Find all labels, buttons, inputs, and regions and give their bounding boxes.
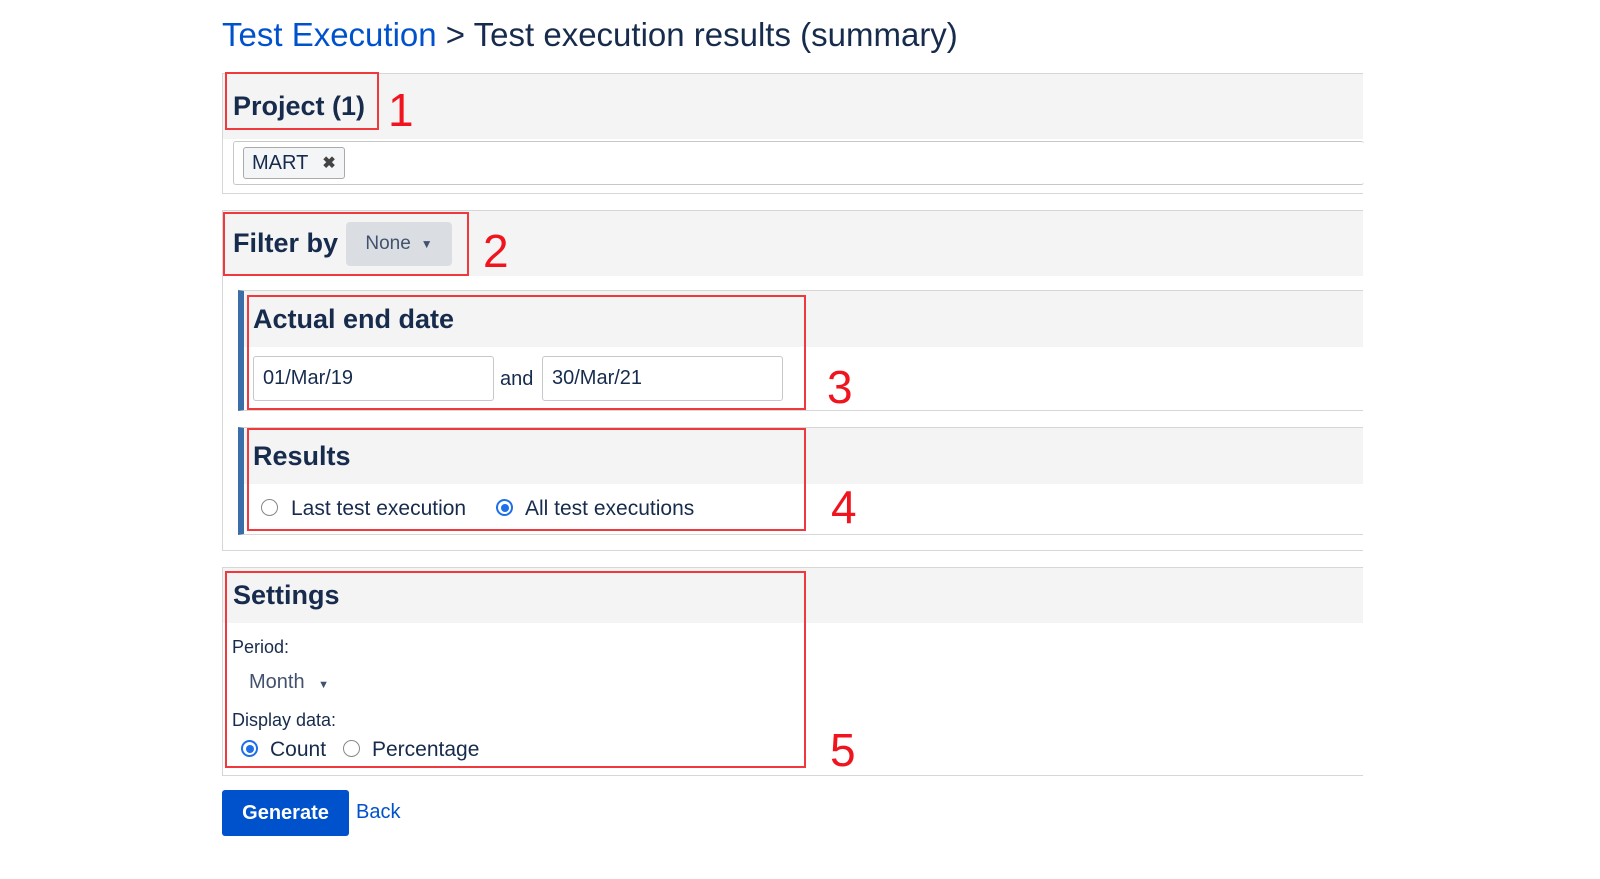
project-tag-label: MART xyxy=(252,151,309,174)
filter-select[interactable]: None ▼ xyxy=(346,221,453,266)
period-label: Period: xyxy=(232,637,290,657)
filter-select-value: None xyxy=(365,232,411,254)
radio-last-test-execution[interactable] xyxy=(261,499,278,516)
annotation-box-5 xyxy=(225,571,806,768)
breadcrumb-separator: > xyxy=(445,16,466,53)
period-value: Month xyxy=(249,671,305,693)
radio-percentage[interactable] xyxy=(343,740,360,757)
annotation-number: 5 xyxy=(830,724,856,776)
breadcrumb: Test Execution > Test execution results … xyxy=(222,16,958,54)
and-label: and xyxy=(500,368,534,390)
display-data-label: Display data: xyxy=(232,710,337,730)
annotation-box-1 xyxy=(225,72,379,130)
chevron-down-icon: ▼ xyxy=(318,679,330,691)
annotation-number: 2 xyxy=(483,225,509,277)
generate-button[interactable]: Generate xyxy=(222,790,349,836)
annotation-number: 3 xyxy=(827,361,853,413)
date-subpanel: Actual end date 01/Mar/19 and 30/Mar/21 xyxy=(238,290,1363,411)
radio-count[interactable] xyxy=(241,740,258,757)
breadcrumb-link-test-execution[interactable]: Test Execution xyxy=(222,16,437,53)
annotation-number: 1 xyxy=(388,84,414,136)
radio-label: Last test execution xyxy=(291,497,467,520)
annotation-box-3 xyxy=(247,295,806,410)
results-heading: Results xyxy=(244,428,1363,484)
project-picker[interactable]: MART ✖ xyxy=(233,141,1364,185)
settings-panel: Settings Period: Month ▼ Display data: C… xyxy=(222,567,1363,776)
project-tag: MART ✖ xyxy=(243,147,345,179)
page-title: Test execution results (summary) xyxy=(473,16,958,53)
filter-heading: Filter by None ▼ xyxy=(223,211,1363,276)
close-icon[interactable]: ✖ xyxy=(322,155,336,172)
project-heading: Project (1) xyxy=(223,74,1363,139)
chevron-down-icon: ▼ xyxy=(420,236,433,251)
results-subpanel: Results Last test execution All test exe… xyxy=(238,427,1363,535)
project-panel: Project (1) MART ✖ xyxy=(222,73,1364,194)
annotation-number: 4 xyxy=(831,481,857,533)
filter-panel: Filter by None ▼ xyxy=(222,210,1363,551)
annotation-box-4 xyxy=(247,428,806,531)
radio-label: Percentage xyxy=(372,738,480,761)
settings-heading: Settings xyxy=(223,568,1363,623)
filter-by-label: Filter by xyxy=(233,228,339,258)
date-to-input[interactable]: 30/Mar/21 xyxy=(542,356,783,401)
radio-label: All test executions xyxy=(525,497,695,520)
annotation-box-2 xyxy=(223,212,469,276)
period-select[interactable]: Month ▼ xyxy=(249,671,329,694)
date-from-input[interactable]: 01/Mar/19 xyxy=(253,356,494,401)
radio-all-test-executions[interactable] xyxy=(496,499,513,516)
date-heading: Actual end date xyxy=(244,291,1363,347)
radio-label: Count xyxy=(270,738,327,761)
back-link[interactable]: Back xyxy=(356,801,401,823)
